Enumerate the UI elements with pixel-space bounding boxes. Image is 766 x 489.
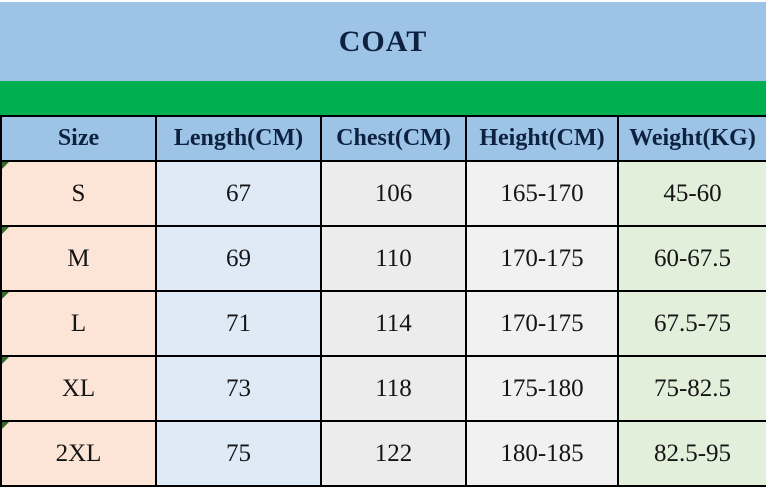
value-cell: 75-82.5 [617, 355, 766, 422]
table-row: M 69 110 170-175 60-67.5 [0, 225, 766, 292]
value-cell: 75 [155, 420, 322, 487]
value-cell: 73 [155, 355, 322, 422]
table-row: XL 73 118 175-180 75-82.5 [0, 355, 766, 422]
error-indicator-triangle [3, 423, 9, 429]
size-chart-table: Size Length(CM) Chest(CM) Height(CM) Wei… [0, 115, 766, 487]
value-cell: 67.5-75 [617, 290, 766, 357]
value-cell: 175-180 [465, 355, 619, 422]
table-row: L 71 114 170-175 67.5-75 [0, 290, 766, 357]
value-cell: 165-170 [465, 160, 619, 227]
size-label: S [71, 179, 86, 207]
size-label: L [70, 309, 87, 337]
header-row: Size Length(CM) Chest(CM) Height(CM) Wei… [0, 115, 766, 162]
size-cell: XL [0, 355, 157, 422]
value-cell: 170-175 [465, 290, 619, 357]
error-indicator-triangle [3, 228, 9, 234]
column-header-chest: Chest(CM) [320, 115, 467, 162]
value-cell: 118 [320, 355, 467, 422]
size-cell: S [0, 160, 157, 227]
column-header-size: Size [0, 115, 157, 162]
value-cell: 170-175 [465, 225, 619, 292]
value-cell: 114 [320, 290, 467, 357]
value-cell: 82.5-95 [617, 420, 766, 487]
size-cell: M [0, 225, 157, 292]
table-row: 2XL 75 122 180-185 82.5-95 [0, 420, 766, 487]
value-cell: 67 [155, 160, 322, 227]
value-cell: 60-67.5 [617, 225, 766, 292]
title-banner: COAT [0, 2, 766, 81]
size-label: XL [61, 374, 96, 402]
page-title: COAT [338, 24, 428, 58]
size-cell: L [0, 290, 157, 357]
column-header-length: Length(CM) [155, 115, 322, 162]
column-header-weight: Weight(KG) [617, 115, 766, 162]
size-label: M [67, 244, 90, 272]
value-cell: 71 [155, 290, 322, 357]
error-indicator-triangle [3, 163, 9, 169]
value-cell: 106 [320, 160, 467, 227]
size-cell: 2XL [0, 420, 157, 487]
column-header-height: Height(CM) [465, 115, 619, 162]
value-cell: 180-185 [465, 420, 619, 487]
table-row: S 67 106 165-170 45-60 [0, 160, 766, 227]
value-cell: 110 [320, 225, 467, 292]
value-cell: 122 [320, 420, 467, 487]
value-cell: 69 [155, 225, 322, 292]
value-cell: 45-60 [617, 160, 766, 227]
error-indicator-triangle [3, 358, 9, 364]
error-indicator-triangle [3, 293, 9, 299]
green-divider-bar [0, 81, 766, 115]
size-label: 2XL [55, 439, 102, 467]
